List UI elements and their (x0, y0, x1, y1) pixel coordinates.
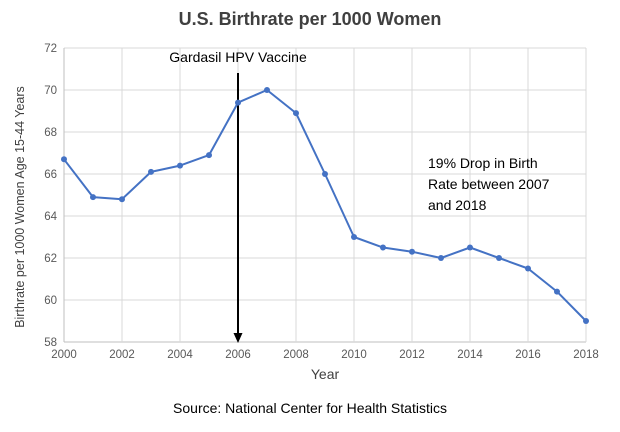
vaccine-annotation-label: Gardasil HPV Vaccine (169, 49, 307, 65)
x-tick-label: 2008 (283, 349, 309, 361)
x-tick-label: 2012 (399, 349, 425, 361)
data-point-marker (525, 265, 531, 272)
x-axis-title: Year (310, 366, 340, 382)
x-tick-label: 2018 (573, 349, 599, 361)
data-point-marker (264, 87, 270, 93)
data-point-marker (583, 318, 589, 324)
data-point-marker (467, 244, 473, 251)
vaccine-arrow-head (233, 333, 243, 343)
data-point-marker (235, 99, 241, 106)
x-tick-label: 2004 (167, 349, 193, 361)
x-tick-label: 2010 (341, 349, 367, 361)
data-point-marker (61, 156, 67, 163)
y-tick-label: 60 (44, 295, 57, 307)
y-tick-label: 72 (44, 43, 57, 55)
x-tick-label: 2014 (457, 349, 483, 361)
data-point-marker (293, 110, 299, 117)
data-point-marker (438, 255, 444, 261)
y-tick-label: 68 (44, 127, 57, 139)
data-point-marker (409, 248, 415, 255)
data-point-marker (206, 152, 212, 159)
y-tick-label: 64 (44, 211, 57, 223)
chart-title: U.S. Birthrate per 1000 Women (178, 9, 442, 29)
y-tick-label: 62 (44, 253, 57, 265)
drop-annotation-line-3: and 2018 (428, 197, 487, 213)
source-note: Source: National Center for Health Stati… (173, 400, 447, 416)
x-tick-label: 2016 (515, 349, 541, 361)
y-tick-label: 66 (44, 169, 57, 181)
data-point-marker (496, 255, 502, 261)
y-tick-label: 70 (44, 85, 57, 97)
drop-annotation-line-1: 19% Drop in Birth (428, 155, 538, 171)
data-point-marker (148, 168, 154, 175)
data-point-marker (322, 171, 328, 177)
data-point-marker (90, 194, 96, 201)
y-axis-title: Birthrate per 1000 Women Age 15-44 Years (13, 86, 27, 328)
drop-annotation-line-2: Rate between 2007 (428, 176, 550, 192)
data-point-marker (177, 162, 183, 169)
y-tick-label: 58 (44, 337, 57, 349)
x-tick-label: 2002 (109, 349, 135, 361)
data-point-marker (380, 244, 386, 251)
data-point-marker (351, 234, 357, 240)
data-point-marker (554, 288, 560, 295)
x-tick-label: 2000 (51, 349, 77, 361)
drop-annotation: 19% Drop in Birth Rate between 2007 and … (428, 153, 549, 216)
data-point-marker (119, 196, 125, 203)
x-tick-label: 2006 (225, 349, 251, 361)
